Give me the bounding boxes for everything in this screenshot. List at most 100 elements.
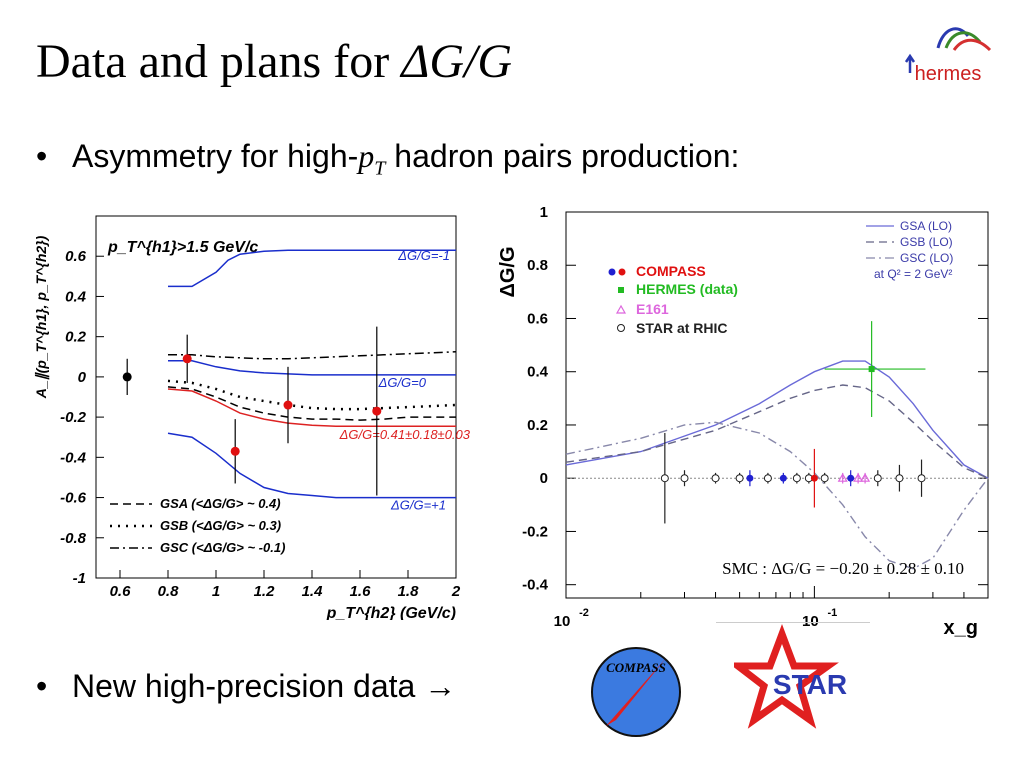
data-point bbox=[372, 406, 382, 416]
y-axis-label: ΔG/G bbox=[497, 246, 519, 297]
asymmetry-chart: 0.6 0.8 1 1.2 1.4 1.6 1.8 2 0.6 0.4 0.2 0 -0.2 -0.4 -0… bbox=[33, 215, 471, 620]
y-tick-label: 0.4 bbox=[527, 364, 549, 381]
legend-label-gsa: GSA (<ΔG/G> ~ 0.4) bbox=[160, 496, 281, 511]
curve-dg_plus1 bbox=[167, 432, 456, 499]
x-tick-label: 0.6 bbox=[110, 583, 132, 600]
legend-label-star: STAR at RHIC bbox=[636, 320, 728, 336]
star-logo: STAR bbox=[734, 624, 847, 729]
y-tick-label: 0 bbox=[78, 369, 87, 386]
plot-frame bbox=[565, 211, 989, 599]
data-point bbox=[779, 474, 787, 482]
star-logo-text: STAR bbox=[773, 669, 847, 700]
legend-label-compass: COMPASS bbox=[636, 263, 706, 279]
bullet-pt-symbol: p bbox=[358, 138, 375, 174]
bullet-marker: • bbox=[36, 668, 48, 704]
data-point bbox=[711, 474, 720, 483]
cut-label: p_T^{h1}>1.5 GeV/c bbox=[107, 239, 258, 256]
legend-label-gsc: GSC (<ΔG/G> ~ -0.1) bbox=[160, 540, 285, 555]
hermes-logo-text: hermes bbox=[915, 63, 982, 85]
bullet-marker: • bbox=[36, 138, 48, 174]
y-tick-label: 0.2 bbox=[65, 329, 87, 346]
compass-logo: COMPASS bbox=[591, 647, 681, 737]
y-tick-label: -0.2 bbox=[60, 409, 87, 426]
legend-label-gsb: GSB (<ΔG/G> ~ 0.3) bbox=[160, 518, 281, 533]
y-tick-label: -0.8 bbox=[60, 530, 87, 547]
data-point bbox=[660, 474, 669, 483]
legend-marker-hermes bbox=[618, 287, 624, 293]
y-axis-label: A_∥(p_T^{h1}, p_T^{h2}) bbox=[33, 235, 50, 399]
data-point bbox=[680, 474, 689, 483]
x-tick-exponent: -1 bbox=[827, 607, 837, 619]
y-tick-label: 0.4 bbox=[65, 288, 87, 305]
curve-gsb bbox=[167, 379, 457, 411]
x-axis-label: x_g bbox=[944, 617, 978, 639]
bullet-asymmetry-suffix: hadron pairs production: bbox=[385, 138, 740, 174]
bullet-new-data: • New high-precision data → bbox=[36, 668, 456, 705]
curve-gsb bbox=[565, 384, 989, 479]
legend-label-hermes: HERMES (data) bbox=[636, 281, 738, 297]
x-tick-label: 1.4 bbox=[302, 583, 324, 600]
bullet-asymmetry: • Asymmetry for high-pT hadron pairs prod… bbox=[36, 138, 739, 180]
legend-marker-compass-red bbox=[618, 268, 626, 276]
data-point bbox=[895, 474, 904, 483]
y-tick-label: 0.6 bbox=[527, 310, 548, 327]
x-tick-label: 1.8 bbox=[398, 583, 420, 600]
data-point bbox=[792, 474, 801, 483]
data-point bbox=[810, 474, 818, 482]
x-tick-label: 10 bbox=[554, 613, 571, 630]
bullet-asymmetry-text: Asymmetry for high- bbox=[72, 138, 359, 174]
data-point bbox=[283, 400, 293, 410]
y-tick-label: -0.4 bbox=[522, 577, 549, 594]
y-tick-label: 0.8 bbox=[527, 257, 548, 274]
data-point bbox=[763, 474, 772, 483]
legend-label-e161: E161 bbox=[636, 301, 669, 317]
data-point bbox=[917, 474, 926, 483]
curve-dg_0 bbox=[168, 360, 456, 376]
x-tick-label: 1.6 bbox=[350, 583, 372, 600]
data-point bbox=[868, 366, 875, 373]
y-tick-label: 0 bbox=[540, 470, 548, 487]
x-axis-label: p_T^{h2} (GeV/c) bbox=[326, 605, 456, 620]
x-tick-label: 0.8 bbox=[158, 583, 180, 600]
legend-label-curve: GSC (LO) bbox=[900, 251, 953, 265]
curve-label-dg-minus1: ΔG/G=-1 bbox=[397, 248, 450, 263]
y-tick-label: 0.2 bbox=[527, 417, 548, 434]
compass-logo-text: COMPASS bbox=[606, 660, 666, 675]
data-point bbox=[122, 372, 132, 382]
slide-title: Data and plans for ΔG/G bbox=[36, 34, 512, 89]
y-tick-label: -1 bbox=[73, 570, 86, 587]
title-prefix: Data and plans for bbox=[36, 35, 402, 88]
x-tick-label: 1 bbox=[212, 583, 220, 600]
logo-divider bbox=[716, 622, 870, 623]
title-symbol: ΔG/G bbox=[401, 35, 513, 88]
plot-frame bbox=[95, 215, 457, 579]
star-shape bbox=[734, 624, 839, 729]
data-point bbox=[182, 354, 192, 364]
data-point bbox=[735, 474, 744, 483]
bullet-pt-subscript: T bbox=[374, 157, 386, 180]
y-tick-label: 0.6 bbox=[65, 248, 87, 265]
smc-label: SMC : ΔG/G = −0.20 ± 0.28 ± 0.10 bbox=[722, 559, 964, 578]
curve-label-dg-0: ΔG/G=0 bbox=[378, 375, 427, 390]
x-tick-label: 2 bbox=[451, 583, 461, 600]
legend-label-scale: at Q² = 2 GeV² bbox=[874, 267, 952, 281]
y-tick-label: -0.4 bbox=[60, 449, 87, 466]
legend-marker-star bbox=[617, 324, 625, 332]
data-point bbox=[860, 472, 871, 482]
y-tick-label: -0.6 bbox=[60, 490, 87, 507]
legend-marker-compass-blue bbox=[608, 268, 616, 276]
curve-dg_minus1 bbox=[168, 249, 456, 288]
compass-needle bbox=[606, 658, 666, 726]
data-point bbox=[837, 472, 848, 482]
x-tick-label: 10 bbox=[802, 613, 819, 630]
data-point bbox=[820, 474, 829, 483]
x-tick-label: 1.2 bbox=[254, 583, 276, 600]
data-point bbox=[746, 474, 754, 482]
curve-gsa bbox=[565, 360, 989, 479]
curve-label-dg-fit: ΔG/G=0.41±0.18±0.03 bbox=[339, 427, 471, 442]
curve-dg_fit bbox=[167, 388, 456, 427]
legend-label-curve: GSB (LO) bbox=[900, 235, 953, 249]
curve-label-dg-plus1: ΔG/G=+1 bbox=[390, 498, 446, 513]
data-point bbox=[847, 474, 855, 482]
curve-gsc bbox=[168, 351, 457, 360]
